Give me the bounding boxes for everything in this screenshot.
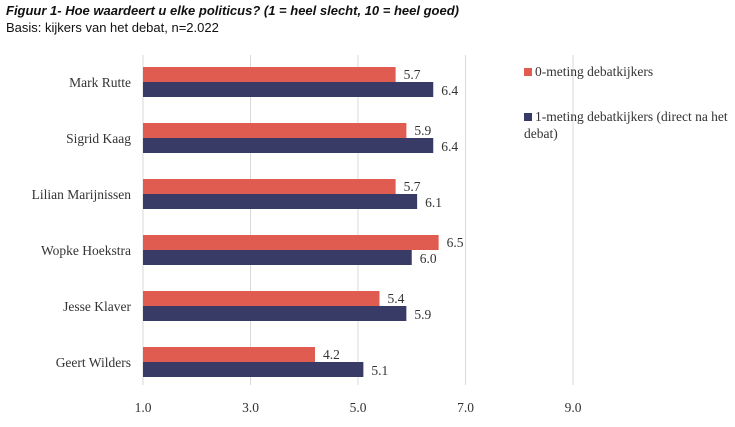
bar-0-meting	[143, 67, 396, 82]
category-label: Mark Rutte	[69, 75, 131, 90]
category-label: Geert Wilders	[56, 355, 131, 370]
data-label: 6.0	[420, 251, 437, 266]
bar-1-meting	[143, 138, 434, 153]
data-label: 5.7	[404, 179, 421, 194]
legend-item-1: 1-meting debatkijkers (direct na het deb…	[524, 108, 729, 142]
bar-0-meting	[143, 235, 439, 250]
x-tick-label: 7.0	[457, 400, 474, 415]
x-tick-label: 9.0	[565, 400, 582, 415]
data-label: 5.7	[404, 67, 421, 82]
data-label: 6.4	[441, 139, 458, 154]
data-label: 5.1	[371, 363, 388, 378]
legend-label-1: 1-meting debatkijkers (direct na het deb…	[524, 109, 728, 141]
category-label: Wopke Hoekstra	[41, 243, 131, 258]
x-tick-label: 3.0	[242, 400, 259, 415]
category-label: Sigrid Kaag	[66, 131, 131, 146]
data-label: 4.2	[323, 347, 340, 362]
bar-1-meting	[143, 362, 364, 377]
data-label: 5.9	[414, 307, 431, 322]
bar-0-meting	[143, 347, 315, 362]
legend-label-0: 0-meting debatkijkers	[535, 64, 654, 79]
legend-swatch-0	[524, 68, 532, 76]
data-label: 5.4	[388, 291, 405, 306]
bar-1-meting	[143, 250, 412, 265]
legend-item-0: 0-meting debatkijkers	[524, 63, 729, 80]
x-tick-label: 1.0	[135, 400, 152, 415]
category-label: Jesse Klaver	[63, 299, 131, 314]
legend-swatch-1	[524, 113, 532, 121]
bar-1-meting	[143, 306, 407, 321]
bar-1-meting	[143, 82, 434, 97]
data-label: 6.5	[447, 235, 464, 250]
bar-1-meting	[143, 194, 418, 209]
data-label: 5.9	[414, 123, 431, 138]
x-tick-label: 5.0	[350, 400, 367, 415]
category-label: Lilian Marijnissen	[32, 187, 132, 202]
bar-0-meting	[143, 123, 407, 138]
chart-subtitle: Basis: kijkers van het debat, n=2.022	[6, 20, 219, 35]
bar-0-meting	[143, 179, 396, 194]
data-label: 6.1	[425, 195, 442, 210]
data-label: 6.4	[441, 83, 458, 98]
bar-0-meting	[143, 291, 380, 306]
chart-title: Figuur 1- Hoe waardeert u elke politicus…	[6, 3, 459, 18]
